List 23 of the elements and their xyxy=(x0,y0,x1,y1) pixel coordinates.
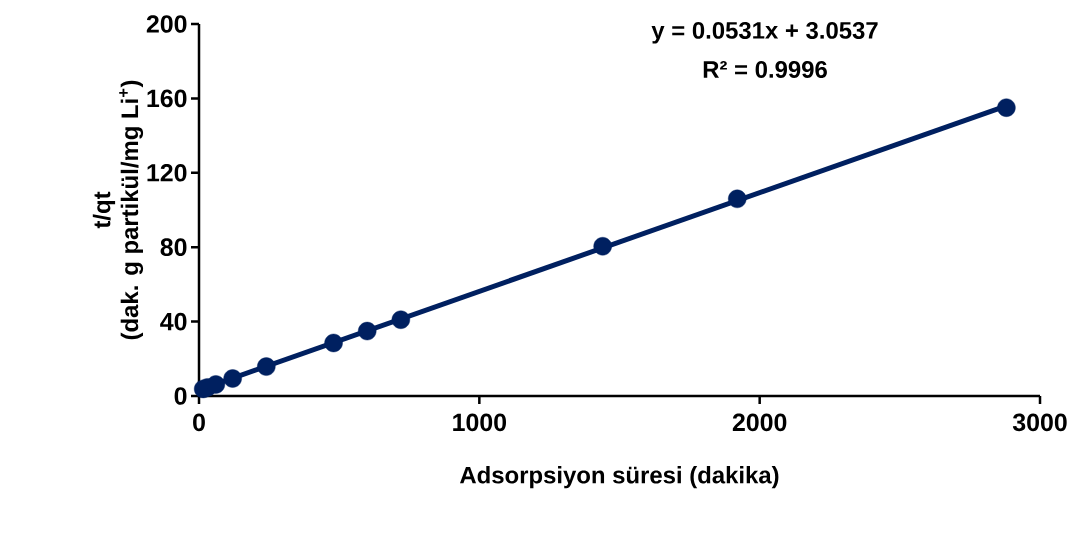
y-tick-label: 0 xyxy=(174,387,187,405)
x-tick-label: 1000 xyxy=(453,413,507,432)
point xyxy=(257,357,276,376)
point xyxy=(223,369,242,388)
point xyxy=(997,98,1016,117)
point xyxy=(728,189,747,209)
x-tick-label: 0 xyxy=(193,413,205,432)
point xyxy=(391,310,411,329)
x-tick-label: 3000 xyxy=(1012,413,1067,432)
y-tick-label: 160 xyxy=(147,89,187,108)
x-axis-title: Adsorpsiyon süresi (dakika) xyxy=(459,466,779,489)
annotation: R² = 0.9996 xyxy=(703,60,827,78)
y-tick-label: 80 xyxy=(160,238,187,257)
point xyxy=(593,237,612,256)
y-tick-label: 200 xyxy=(146,15,187,33)
point xyxy=(358,321,377,341)
y-tick-label: 40 xyxy=(160,312,187,331)
annotation: y = 0.0531x + 3.0537 xyxy=(651,21,878,44)
point xyxy=(206,375,226,394)
y-axis-title: t/qt (dak. g partikül/mg Li$^{+}$) xyxy=(92,80,144,340)
point xyxy=(324,333,343,353)
x-tick-label: 2000 xyxy=(732,413,787,432)
y-tick-label: 120 xyxy=(147,163,187,182)
